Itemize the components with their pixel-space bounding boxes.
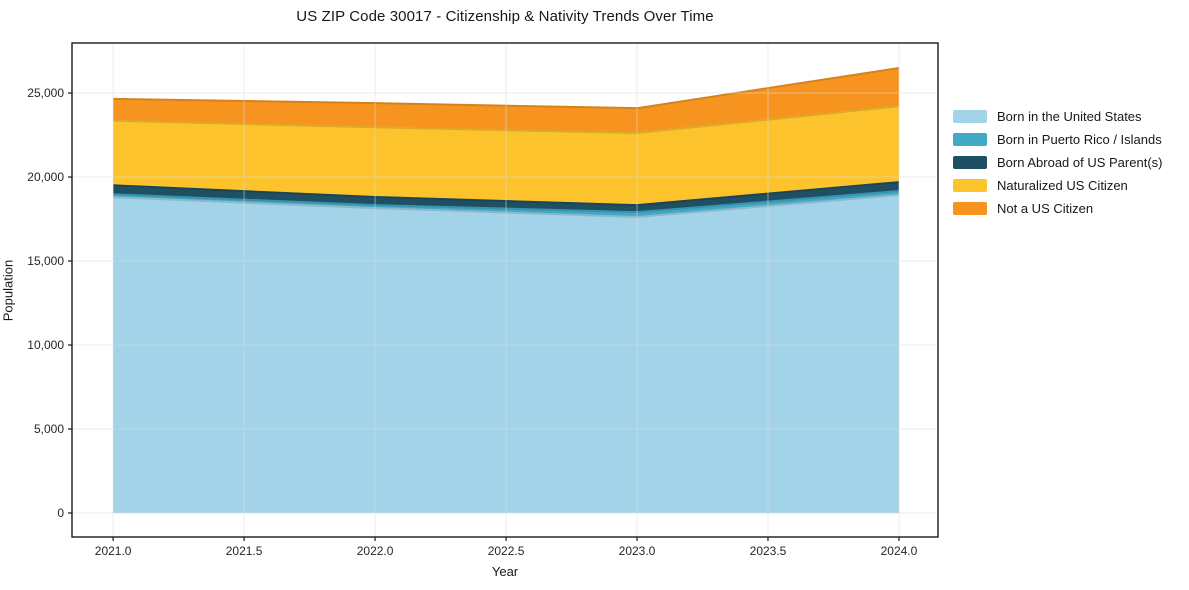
x-tick-label: 2023.5: [750, 544, 787, 558]
x-axis-label: Year: [491, 564, 519, 579]
legend-item: Born in the United States: [953, 105, 1162, 128]
x-tick-label: 2022.5: [488, 544, 525, 558]
y-tick-label: 20,000: [27, 170, 64, 184]
tick-labels: 2021.0 2021.5 2022.0 2022.5 2023.0 2023.5 2024…: [27, 86, 917, 558]
legend: Born in the United States Born in Puerto…: [953, 105, 1162, 220]
legend-item: Born Abroad of US Parent(s): [953, 151, 1162, 174]
legend-label: Naturalized US Citizen: [997, 178, 1128, 193]
legend-label: Born in the United States: [997, 109, 1142, 124]
legend-item: Naturalized US Citizen: [953, 174, 1162, 197]
area-born-abroad-of-us-parent-s: [113, 182, 900, 213]
y-tick-label: 15,000: [27, 254, 64, 268]
x-tick-label: 2024.0: [881, 544, 918, 558]
axis-ticks: [68, 92, 900, 541]
legend-item: Born in Puerto Rico / Islands: [953, 128, 1162, 151]
axes-frame: [71, 42, 939, 538]
y-tick-label: 0: [57, 506, 64, 520]
legend-swatch-not-citizen-icon: [953, 202, 987, 215]
y-axis-label: Population: [0, 259, 16, 322]
y-tick-label: 10,000: [27, 338, 64, 352]
legend-swatch-naturalized-icon: [953, 179, 987, 192]
legend-swatch-born-in-us-icon: [953, 110, 987, 123]
chart-title: US ZIP Code 30017 - Citizenship & Nativi…: [296, 8, 714, 25]
y-tick-label: 5,000: [34, 422, 64, 436]
legend-swatch-puerto-rico-icon: [953, 133, 987, 146]
gridlines: [72, 43, 938, 537]
x-tick-label: 2023.0: [619, 544, 656, 558]
legend-swatch-born-abroad-icon: [953, 156, 987, 169]
legend-label: Born in Puerto Rico / Islands: [997, 132, 1162, 147]
x-tick-label: 2022.0: [357, 544, 394, 558]
legend-label: Not a US Citizen: [997, 201, 1094, 216]
legend-item: Not a US Citizen: [953, 197, 1162, 220]
y-tick-label: 25,000: [27, 86, 64, 100]
x-tick-label: 2021.5: [226, 544, 263, 558]
x-tick-label: 2021.0: [95, 544, 132, 558]
legend-label: Born Abroad of US Parent(s): [997, 155, 1163, 170]
area-not-a-us-citizen: [113, 68, 900, 133]
